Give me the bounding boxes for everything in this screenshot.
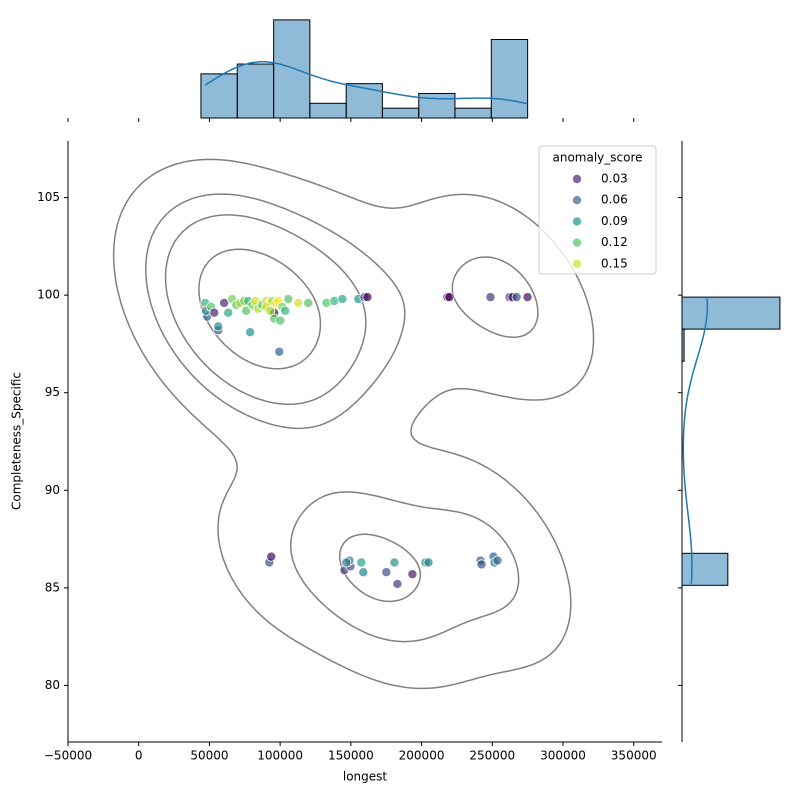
- x-tick-label: 200000: [399, 749, 445, 763]
- scatter-point: [219, 297, 230, 308]
- x-tick-label: 350000: [611, 749, 657, 763]
- scatter-point: [209, 307, 220, 318]
- y-tick-label: 105: [37, 190, 60, 204]
- scatter-point: [511, 292, 522, 303]
- scatter-point: [213, 321, 224, 332]
- kde-line: [204, 61, 528, 105]
- scatter-point: [223, 307, 234, 318]
- legend-marker: [572, 173, 583, 184]
- x-tick-label: −50000: [44, 749, 92, 763]
- kde-contour: [112, 158, 595, 690]
- scatter-point: [381, 567, 392, 578]
- scatter-point: [341, 557, 352, 568]
- scatter-point: [358, 567, 369, 578]
- kde-contours: [112, 158, 595, 690]
- hist-bar: [454, 107, 492, 119]
- scatter-point: [275, 315, 286, 326]
- kde-contour: [145, 193, 539, 643]
- scatter-point: [280, 305, 291, 316]
- scatter-point: [485, 292, 496, 303]
- scatter-point: [444, 292, 455, 303]
- legend-label: 0.15: [601, 256, 628, 270]
- scatter-point: [423, 557, 434, 568]
- scatter-point: [303, 297, 314, 308]
- y-tick-label: 85: [45, 580, 60, 594]
- scatter-point: [245, 327, 256, 338]
- scatter-point: [522, 292, 533, 303]
- hist-bar: [681, 552, 729, 586]
- legend-label: 0.09: [601, 214, 628, 228]
- hist-bar: [381, 107, 420, 119]
- y-tick-label: 95: [45, 385, 60, 399]
- hist-bar: [309, 102, 347, 119]
- scatter-point: [293, 297, 304, 308]
- legend-title: anomaly_score: [552, 151, 642, 165]
- legend-label: 0.03: [601, 172, 628, 186]
- scatter-point: [392, 578, 403, 589]
- y-tick-label: 90: [45, 483, 60, 497]
- scatter-point: [389, 557, 400, 568]
- scatter-point: [362, 292, 373, 303]
- legend-marker: [572, 216, 583, 227]
- scatter-point: [241, 305, 252, 316]
- scatter-point: [266, 551, 277, 562]
- x-tick-label: 50000: [190, 749, 228, 763]
- x-axis-label: longest: [343, 770, 388, 784]
- kde-contour: [198, 248, 322, 370]
- hist-bar: [490, 39, 529, 119]
- x-tick-label: 0: [135, 749, 143, 763]
- legend-marker: [572, 237, 583, 248]
- hist-bar: [273, 19, 311, 119]
- legend-marker: [572, 258, 583, 269]
- y-tick-label: 80: [45, 678, 60, 692]
- kde-contour: [164, 214, 422, 603]
- scatter-point: [407, 569, 418, 580]
- x-tick-label: 150000: [328, 749, 374, 763]
- scatter-point: [283, 294, 294, 305]
- hist-bar: [681, 296, 781, 330]
- scatter-point: [476, 559, 487, 570]
- legend-label: 0.12: [601, 235, 628, 249]
- legend-marker: [572, 195, 583, 206]
- kde-line: [682, 297, 709, 584]
- scatter-point: [337, 294, 348, 305]
- legend-box: [538, 145, 657, 275]
- scatter-point: [265, 305, 276, 316]
- y-axis-label: Completeness_Specific: [10, 372, 24, 510]
- scatter-point: [356, 557, 367, 568]
- legend-label: 0.06: [601, 193, 628, 207]
- scatter-point: [274, 346, 285, 357]
- y-tick-label: 100: [37, 288, 60, 302]
- scatter-point: [329, 296, 340, 307]
- scatter-point: [492, 555, 503, 566]
- hist-bar: [236, 63, 275, 119]
- hist-bar: [345, 83, 383, 119]
- hist-bar: [200, 73, 238, 119]
- x-tick-label: 250000: [469, 749, 515, 763]
- x-tick-label: 300000: [540, 749, 586, 763]
- hist-bar: [681, 328, 685, 362]
- x-tick-label: 100000: [257, 749, 303, 763]
